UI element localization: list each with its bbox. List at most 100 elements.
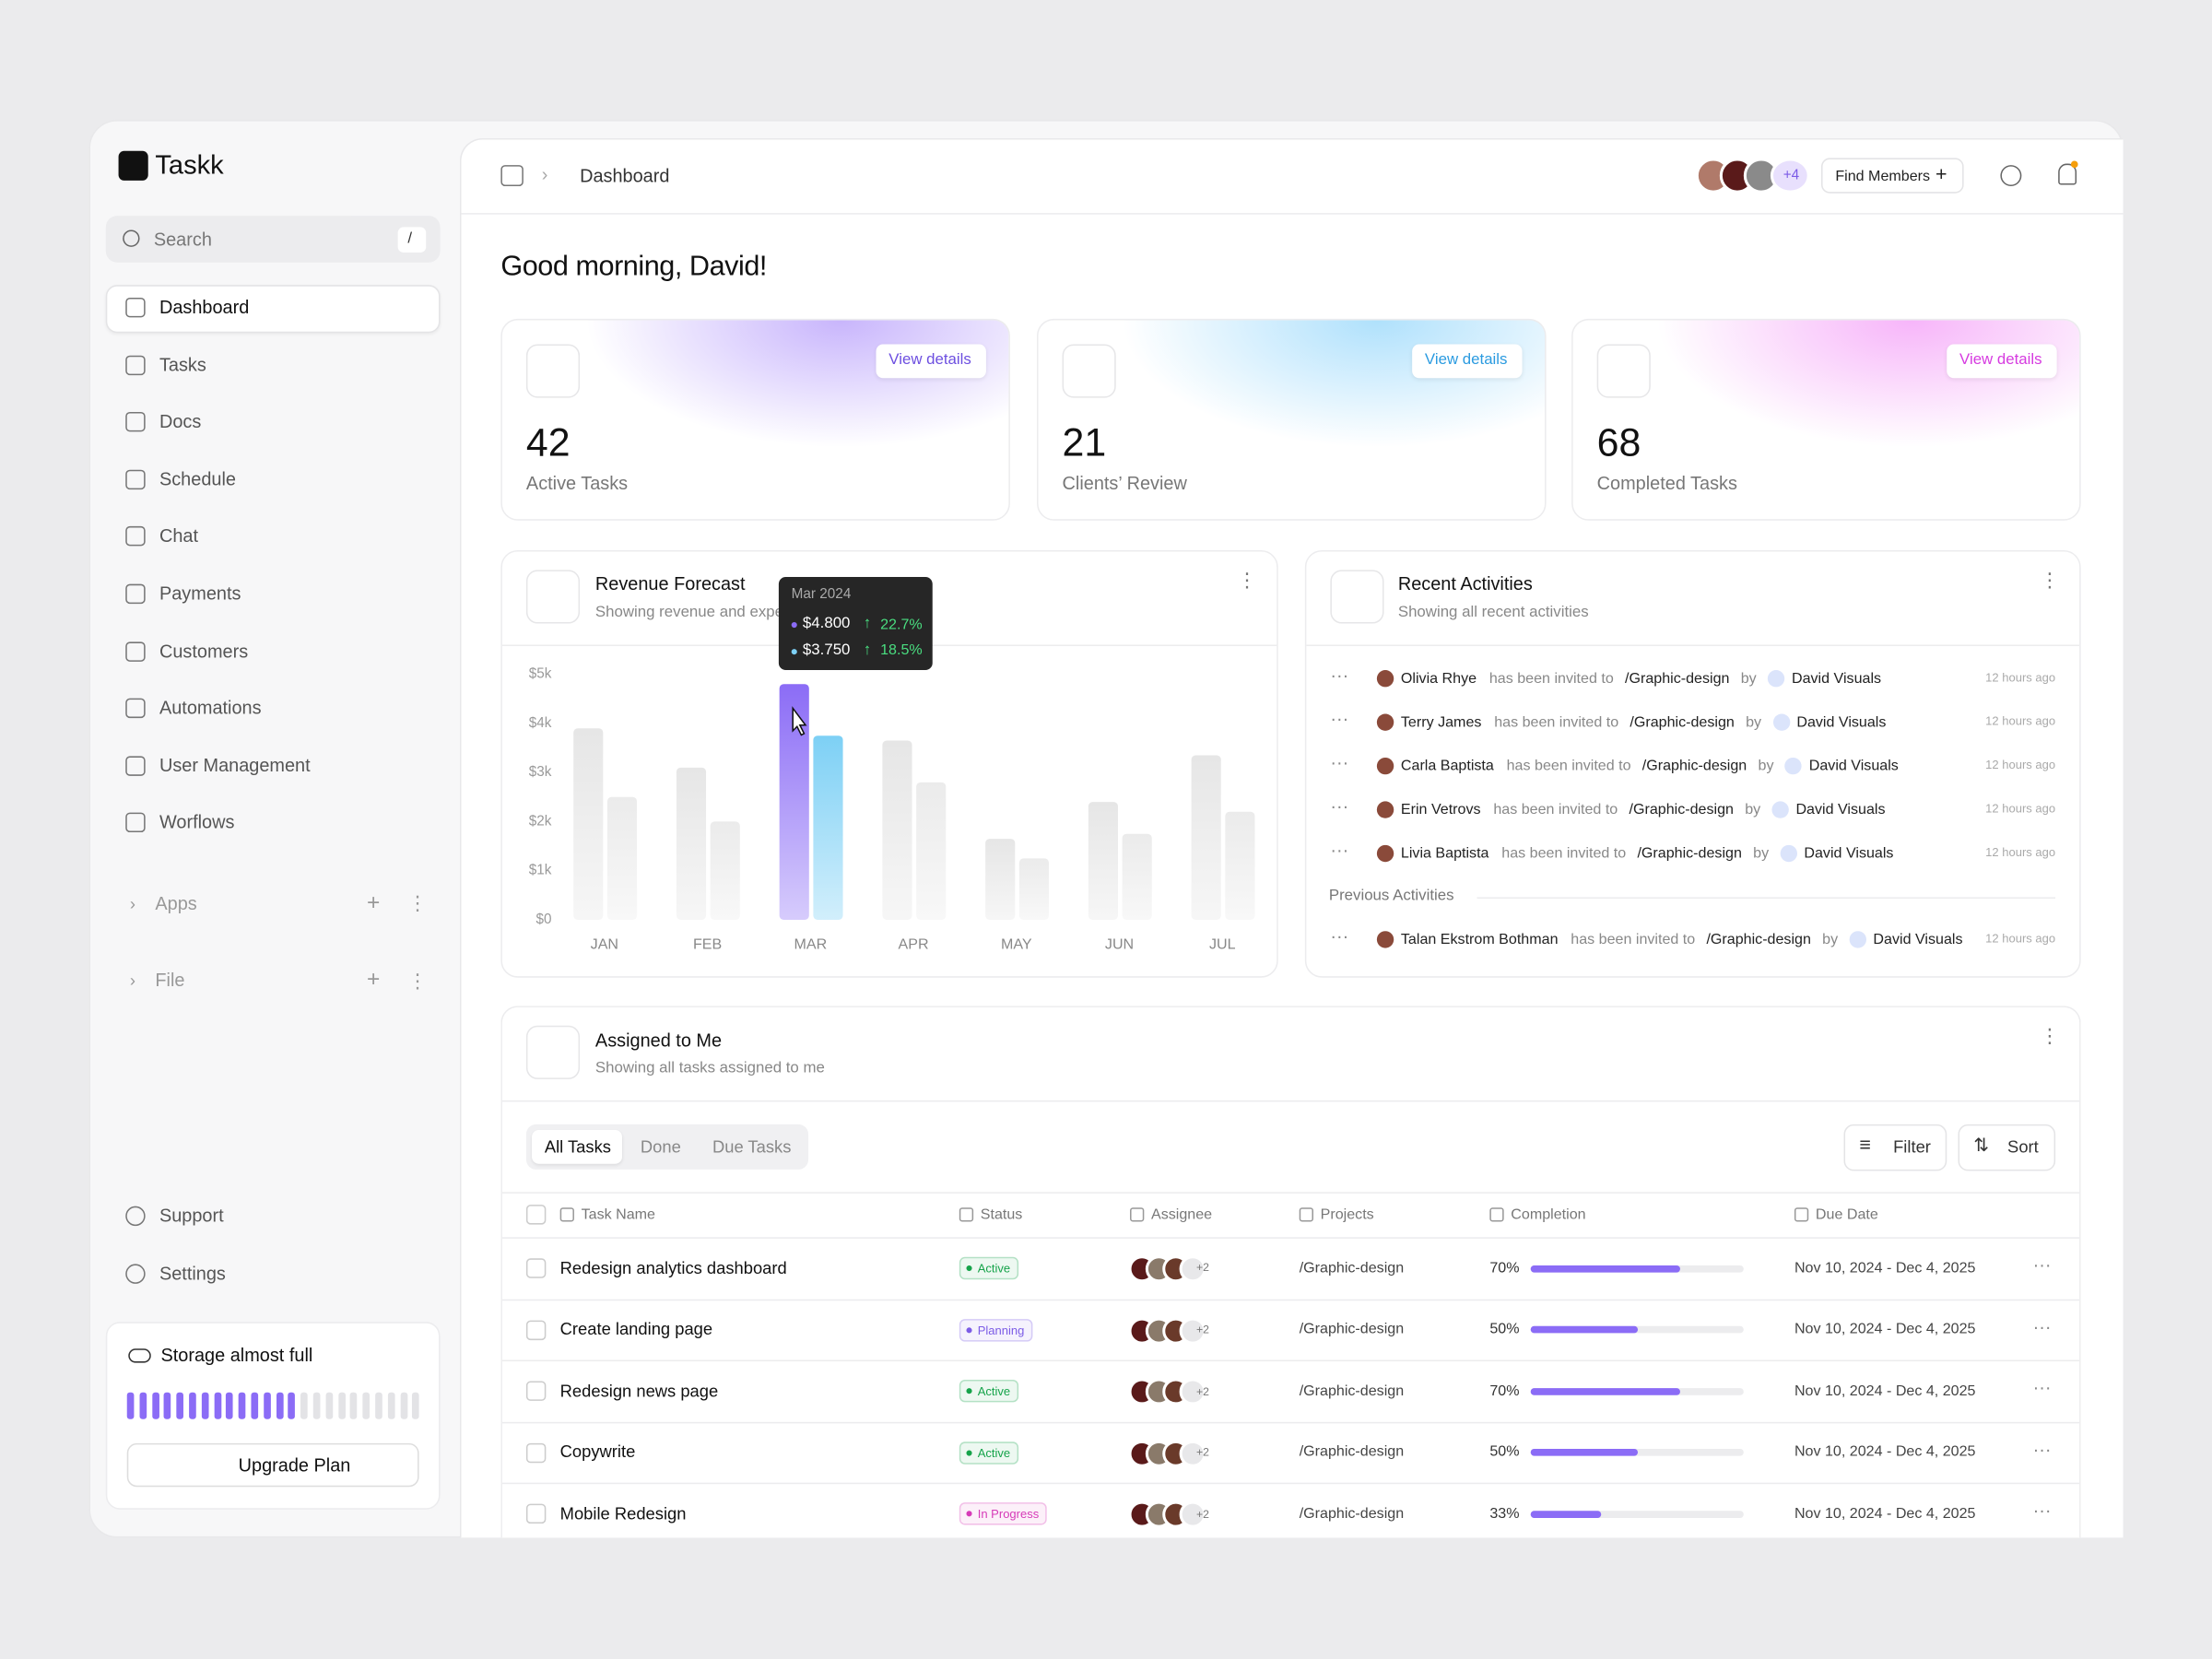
checkbox[interactable] <box>525 1258 547 1278</box>
nav-item[interactable]: Chat <box>159 524 199 547</box>
link-button[interactable] <box>876 344 986 379</box>
row-more[interactable]: ··· <box>2032 1438 2052 1460</box>
icon <box>125 469 146 489</box>
bell-icon[interactable] <box>2058 163 2077 185</box>
row-more[interactable]: ··· <box>2032 1253 2052 1276</box>
user-avatar <box>1376 801 1394 818</box>
task-name[interactable]: Mobile Redesign <box>559 1503 687 1524</box>
owner-avatar <box>1849 931 1866 948</box>
assignee-more: +2 <box>1195 1261 1209 1275</box>
completion-label: 50% <box>1489 1321 1520 1338</box>
find-members-button[interactable] <box>1821 158 1964 194</box>
section-add: + <box>366 968 381 993</box>
task-name[interactable]: Create landing page <box>559 1319 713 1339</box>
row-more: ··· <box>1330 924 1349 947</box>
column-header: Assignee <box>1150 1206 1213 1223</box>
tooltip-title: Mar 2024 <box>791 586 852 603</box>
status-dot <box>966 1265 972 1272</box>
activity-row: Livia Baptista has been invited to/Graphi… <box>1376 842 1893 865</box>
view-details[interactable]: View details <box>1959 351 2042 369</box>
status-dot <box>966 1450 972 1456</box>
section-label[interactable]: File <box>155 970 185 992</box>
footer-nav-item[interactable]: Support <box>159 1204 224 1226</box>
progress-track <box>1530 1325 1744 1334</box>
section-more: ⋮ <box>407 969 428 992</box>
upgrade-button[interactable] <box>126 1442 419 1488</box>
previous-line <box>1477 897 2056 900</box>
tab[interactable]: Done <box>640 1136 681 1157</box>
upgrade-label[interactable]: Upgrade Plan <box>238 1453 351 1476</box>
view-details[interactable]: View details <box>1424 351 1508 369</box>
checkbox[interactable] <box>525 1504 547 1524</box>
tab[interactable]: All Tasks <box>544 1136 611 1157</box>
tooltip-arrow: ↑ <box>863 641 872 659</box>
nav-item[interactable]: Docs <box>159 410 202 432</box>
activity-name: Carla Baptista <box>1400 757 1494 775</box>
members-more: +4 <box>1783 168 1800 183</box>
nav-item[interactable]: User Management <box>159 754 311 776</box>
user-avatar <box>1376 713 1394 731</box>
assignee-more-bg <box>1179 1316 1206 1345</box>
task-name[interactable]: Copywrite <box>559 1441 636 1463</box>
row-more[interactable]: ··· <box>2032 1500 2052 1522</box>
tooltip-value: $4.800 <box>802 615 851 633</box>
nav-item[interactable]: Customers <box>159 640 249 662</box>
breadcrumb-sep: › <box>541 163 548 185</box>
row-more[interactable]: ··· <box>2032 1377 2052 1398</box>
activity-by: by <box>1745 801 1761 818</box>
row-divider <box>501 1421 2080 1424</box>
section-label[interactable]: Apps <box>155 892 197 914</box>
home-icon <box>500 165 524 187</box>
task-name[interactable]: Redesign analytics dashboard <box>559 1257 787 1278</box>
sort-button[interactable] <box>1958 1124 2056 1171</box>
nav-item[interactable]: Payments <box>159 582 241 604</box>
assignee-more: +2 <box>1195 1446 1209 1459</box>
assignee-more-bg <box>1179 1440 1206 1467</box>
owner-avatar <box>1767 670 1785 688</box>
find-members[interactable]: Find Members <box>1835 167 1931 184</box>
search-box[interactable] <box>105 216 441 263</box>
link-button[interactable] <box>1947 344 2057 379</box>
activity-time: 12 hours ago <box>1985 931 2056 946</box>
nav-item[interactable]: Schedule <box>159 467 236 489</box>
row-more: ··· <box>1330 795 1349 818</box>
assignee-more-bg <box>1179 1378 1206 1406</box>
storage-segment <box>263 1392 271 1419</box>
checkbox[interactable] <box>525 1381 547 1402</box>
stat-value: 21 <box>1062 420 1107 465</box>
nav-item[interactable]: Dashboard <box>159 296 250 318</box>
sort-label[interactable]: Sort <box>2007 1136 2039 1157</box>
tooltip-arrow: ↑ <box>863 615 872 633</box>
checkbox[interactable] <box>525 1442 547 1463</box>
activity-time: 12 hours ago <box>1985 713 2056 728</box>
settings-icon[interactable] <box>2000 165 2022 187</box>
storage-segment <box>337 1392 346 1419</box>
icon <box>125 297 146 318</box>
search-shortcut: / <box>407 229 413 248</box>
checkbox[interactable] <box>525 1205 547 1225</box>
activity-project: /Graphic-design <box>1630 713 1735 731</box>
task-project: /Graphic-design <box>1299 1321 1405 1338</box>
task-name[interactable]: Redesign news page <box>559 1381 719 1401</box>
tab[interactable]: Due Tasks <box>712 1136 792 1157</box>
activity-text: has been invited to <box>1493 801 1618 818</box>
owner-avatar <box>1771 801 1789 818</box>
brand: Taskk <box>155 150 224 181</box>
section-chevron: › <box>129 893 135 914</box>
progress-track <box>1530 1511 1744 1518</box>
footer-nav-item[interactable]: Settings <box>159 1262 226 1284</box>
storage-segment <box>412 1392 420 1419</box>
filter-label[interactable]: Filter <box>1893 1136 1931 1157</box>
filter-button[interactable] <box>1843 1124 1947 1171</box>
view-details[interactable]: View details <box>888 351 971 369</box>
nav-item[interactable]: Automations <box>159 697 262 719</box>
task-project: /Graphic-design <box>1299 1259 1405 1277</box>
nav-item[interactable]: Worflows <box>159 811 235 833</box>
storage-segment <box>350 1392 358 1419</box>
row-more[interactable]: ··· <box>2032 1315 2052 1337</box>
nav-active <box>105 285 441 334</box>
link-button[interactable] <box>1412 344 1523 379</box>
nav-item[interactable]: Tasks <box>159 353 206 375</box>
activity-by: by <box>1740 670 1757 688</box>
checkbox[interactable] <box>525 1320 547 1340</box>
